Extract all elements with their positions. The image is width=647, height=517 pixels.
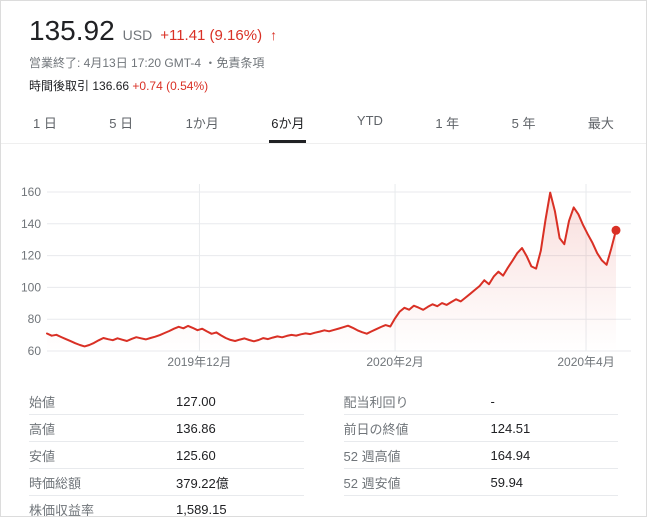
stat-label-per: 株価収益率 — [29, 502, 95, 517]
stat-row-per: 株価収益率 1,589.15 — [29, 496, 304, 517]
y-axis-label: 120 — [21, 249, 41, 263]
currency-label: USD — [122, 27, 153, 43]
stat-row-market-cap: 時価総額 379.22億 — [29, 469, 304, 496]
after-hours-price: 136.66 — [92, 79, 130, 93]
y-axis-label: 100 — [21, 280, 41, 294]
price-row: 135.92 USD +11.41 (9.16%) ↑ — [29, 15, 618, 47]
stat-value-per: 1,589.15 — [176, 501, 227, 517]
stat-row-52w-high: 52 週高値 164.94 — [343, 442, 618, 469]
stats-table: 始値 127.00 高値 136.86 安値 125.60 時価総額 379.2… — [1, 376, 646, 517]
tab-ytd[interactable]: YTD — [356, 113, 383, 128]
separator-dot: ・ — [201, 56, 217, 70]
tab-max[interactable]: 最大 — [587, 116, 614, 131]
tab-5year[interactable]: 5 年 — [511, 116, 536, 131]
after-hours-label: 時間後取引 — [29, 79, 90, 93]
market-status-row: 営業終了: 4月13日 17:20 GMT-4 ・免責条項 — [29, 54, 618, 71]
stat-value-52w-high: 164.94 — [490, 447, 531, 463]
y-axis-label: 160 — [21, 185, 41, 199]
stat-row-low: 安値 125.60 — [29, 442, 304, 469]
current-price: 135.92 — [29, 15, 115, 46]
price-line — [46, 191, 617, 348]
stat-value-low: 125.60 — [176, 447, 216, 463]
x-axis-label: 2019年12月 — [167, 355, 231, 369]
stat-label-dividend-yield: 配当利回り — [343, 394, 409, 410]
stats-col-right: 配当利回り - 前日の終値 124.51 52 週高値 164.94 52 週安… — [343, 388, 618, 516]
stat-label-52w-low: 52 週安値 — [343, 475, 401, 491]
stat-label-high: 高値 — [29, 421, 56, 437]
stat-row-52w-low: 52 週安値 59.94 — [343, 469, 618, 496]
tab-1day[interactable]: 1 日 — [33, 116, 57, 131]
x-axis-label: 2020年4月 — [557, 355, 614, 369]
tab-1month[interactable]: 1か月 — [185, 116, 219, 131]
stat-label-open: 始値 — [29, 394, 56, 410]
quote-header: 135.92 USD +11.41 (9.16%) ↑ 営業終了: 4月13日 … — [1, 1, 646, 94]
tab-1year[interactable]: 1 年 — [435, 116, 460, 131]
tab-6month[interactable]: 6か月 — [269, 104, 307, 143]
range-tabs: 1 日 5 日 1か月 6か月 YTD 1 年 5 年 最大 — [1, 104, 646, 144]
stat-label-52w-high: 52 週高値 — [343, 448, 401, 464]
up-arrow-icon: ↑ — [270, 27, 278, 43]
stat-value-prev-close: 124.51 — [490, 420, 531, 436]
stat-row-high: 高値 136.86 — [29, 415, 304, 442]
stat-row-dividend-yield: 配当利回り - — [343, 388, 618, 415]
stat-value-open: 127.00 — [176, 393, 216, 409]
x-axis-label: 2020年2月 — [366, 355, 423, 369]
price-change: +11.41 (9.16%) — [160, 27, 263, 44]
y-axis-label: 80 — [28, 312, 42, 326]
stats-col-left: 始値 127.00 高値 136.86 安値 125.60 時価総額 379.2… — [29, 388, 304, 517]
market-status: 営業終了: 4月13日 17:20 GMT-4 — [29, 56, 202, 70]
stat-label-prev-close: 前日の終値 — [343, 421, 409, 437]
stat-value-high: 136.86 — [176, 420, 216, 436]
last-price-dot — [611, 225, 621, 235]
stat-row-open: 始値 127.00 — [29, 388, 304, 415]
stat-value-market-cap: 379.22億 — [176, 475, 229, 491]
stat-row-prev-close: 前日の終値 124.51 — [343, 415, 618, 442]
after-hours-change: +0.74 (0.54%) — [132, 79, 209, 93]
stat-label-market-cap: 時価総額 — [29, 475, 82, 491]
tab-5day[interactable]: 5 日 — [109, 116, 134, 131]
stat-value-dividend-yield: - — [490, 393, 495, 409]
after-hours-row: 時間後取引 136.66 +0.74 (0.54%) — [29, 77, 618, 94]
stat-value-52w-low: 59.94 — [490, 474, 524, 490]
price-area-fill — [47, 192, 616, 351]
stat-label-low: 安値 — [29, 448, 56, 464]
y-axis-label: 60 — [28, 344, 42, 358]
price-chart[interactable]: 60 80 100 120 140 160 2019年12月 2020年2月 2020年4月 — [1, 144, 646, 376]
y-axis-label: 140 — [21, 217, 41, 231]
disclaimer-link[interactable]: 免責条項 — [216, 56, 265, 70]
